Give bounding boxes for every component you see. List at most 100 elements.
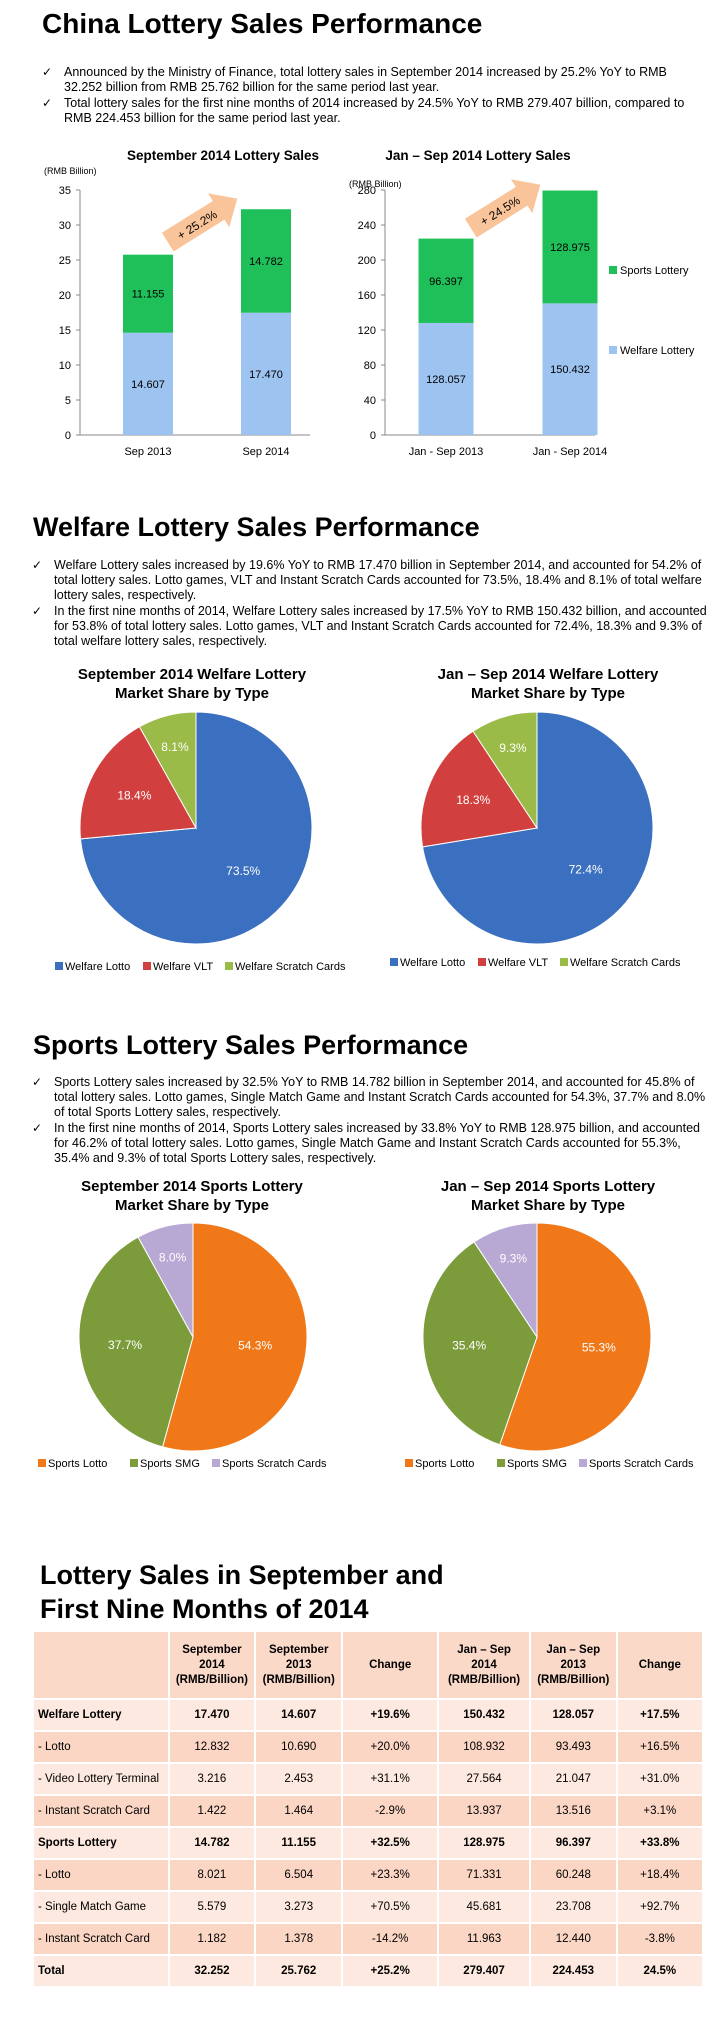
legend-swatch — [579, 1459, 587, 1467]
table-cell: 279.407 — [439, 1956, 529, 1986]
bar-segment — [542, 303, 598, 435]
table-cell: 12.440 — [530, 1924, 616, 1954]
table-cell: +16.5% — [617, 1732, 702, 1762]
table-cell: 128.975 — [439, 1828, 529, 1858]
table-cell: +20.0% — [343, 1732, 438, 1762]
table-cell: 14.782 — [169, 1828, 255, 1858]
chart-title-line: Jan – Sep 2014 Sports Lottery — [440, 1178, 656, 1195]
bullet-item: In the first nine months of 2014, Welfar… — [28, 604, 708, 649]
table-cell: 60.248 — [530, 1860, 616, 1890]
table-row: Welfare Lottery 17.470 14.607 +19.6% 150.432… — [34, 1700, 702, 1730]
y-tick-label: 160 — [358, 290, 376, 302]
table-cell: -14.2% — [343, 1924, 438, 1954]
bullet-item: Total lottery sales for the first nine m… — [38, 96, 698, 126]
data-label: 150.432 — [550, 364, 590, 376]
table-row: - Lotto 12.832 10.690 +20.0% 108.932 93.493 +1… — [34, 1732, 702, 1762]
bullet-item: Welfare Lottery sales increased by 19.6%… — [28, 558, 708, 603]
pie-data-label: 8.0% — [159, 1250, 187, 1264]
table-cell: 96.397 — [530, 1828, 616, 1858]
table-cell: 12.832 — [169, 1732, 255, 1762]
header-line: (RMB/Billion) — [447, 1673, 521, 1686]
legend-label: Sports Scratch Cards — [589, 1458, 694, 1470]
table-cell: 13.937 — [439, 1796, 529, 1826]
legend-swatch — [560, 958, 568, 966]
table-header-cell: Change — [343, 1632, 438, 1698]
chart-title: Jan – Sep 2014 Lottery Sales — [385, 148, 570, 163]
legend-label: Welfare VLT — [488, 957, 548, 969]
bar-segment — [542, 190, 598, 304]
legend-swatch — [212, 1459, 220, 1467]
pie-slice — [473, 1222, 538, 1339]
legend-label: Welfare VLT — [153, 961, 213, 973]
table-cell: 32.252 — [169, 1956, 255, 1986]
y-tick-label: 0 — [370, 430, 376, 442]
table-cell: 14.607 — [256, 1700, 342, 1730]
growth-arrow-shape — [161, 193, 238, 252]
header-line: (RMB/Billion) — [537, 1673, 610, 1686]
table-cell: 150.432 — [439, 1700, 529, 1730]
row-label: - Video Lottery Terminal — [34, 1764, 168, 1794]
table-header-cell — [34, 1632, 168, 1698]
table-row: Total 32.252 25.762 +25.2% 279.407 224.453 24.… — [34, 1956, 702, 1986]
chart-title-welfare-sep: September 2014 Welfare Lottery Market Sh… — [62, 665, 322, 703]
growth-arrow-shape — [464, 179, 541, 238]
legend-swatch — [609, 346, 617, 354]
row-label: Total — [34, 1956, 168, 1986]
data-label: 14.782 — [249, 256, 283, 268]
y-tick-label: 30 — [59, 220, 71, 232]
table-cell: 6.504 — [256, 1860, 342, 1890]
pie-data-label: 73.5% — [226, 864, 260, 878]
table-cell: +18.4% — [617, 1860, 702, 1890]
table-cell: +17.5% — [617, 1700, 702, 1730]
table-header-cell: Change — [617, 1632, 702, 1698]
table-body: Welfare Lottery 17.470 14.607 +19.6% 150.432… — [34, 1700, 702, 1986]
pie-data-label: 72.4% — [569, 862, 603, 876]
row-label: - Instant Scratch Card — [34, 1796, 168, 1826]
table-cell: +31.1% — [343, 1764, 438, 1794]
pie-slice — [472, 711, 538, 830]
table-header-cell: September 2014 (RMB/Billion) — [169, 1632, 255, 1698]
row-label: - Instant Scratch Card — [34, 1924, 168, 1954]
header-line: Change — [369, 1658, 412, 1671]
pie-slice — [420, 730, 538, 848]
table-cell: 13.516 — [530, 1796, 616, 1826]
bullet-item: Announced by the Ministry of Finance, to… — [38, 65, 698, 95]
section-title-china-lottery: China Lottery Sales Performance — [42, 8, 483, 39]
header-line: September — [268, 1643, 329, 1656]
table-cell: 10.690 — [256, 1732, 342, 1762]
table-cell: +23.3% — [343, 1860, 438, 1890]
legend-label: Sports Scratch Cards — [222, 1458, 327, 1470]
table-row: - Single Match Game 5.579 3.273 +70.5% 45.68… — [34, 1892, 702, 1922]
y-tick-label: 80 — [364, 360, 376, 372]
header-line: Change — [638, 1658, 681, 1671]
growth-arrow: + 24.5% — [464, 179, 541, 238]
pie-data-label: 37.7% — [108, 1338, 142, 1352]
table-cell: +70.5% — [343, 1892, 438, 1922]
table-cell: 21.047 — [530, 1764, 616, 1794]
table-cell: 1.182 — [169, 1924, 255, 1954]
legend-swatch — [609, 266, 617, 274]
chart-title: September 2014 Lottery Sales — [127, 148, 319, 163]
pie-slice — [421, 711, 654, 945]
chart-title-line: Market Share by Type — [471, 1197, 625, 1214]
table-cell: 27.564 — [439, 1764, 529, 1794]
y-tick-label: 120 — [358, 325, 376, 337]
data-label: 96.397 — [429, 276, 463, 288]
y-tick-label: 240 — [358, 220, 376, 232]
table-cell: 11.963 — [439, 1924, 529, 1954]
row-label: - Lotto — [34, 1732, 168, 1762]
header-line: 2014 — [471, 1658, 497, 1671]
header-line: 2014 — [199, 1658, 225, 1671]
table-cell: 11.155 — [256, 1828, 342, 1858]
table-cell: 93.493 — [530, 1732, 616, 1762]
y-tick-label: 25 — [59, 255, 71, 267]
header-line: 2013 — [285, 1658, 312, 1671]
table-cell: +3.1% — [617, 1796, 702, 1826]
table-row: - Video Lottery Terminal 3.216 2.453 +31.1%… — [34, 1764, 702, 1794]
data-label: 128.975 — [550, 242, 590, 254]
chart-title-sports-sep: September 2014 Sports Lottery Market Sha… — [62, 1177, 322, 1215]
chart-title-line: Market Share by Type — [471, 685, 625, 702]
data-label: 128.057 — [426, 374, 466, 386]
table-cell: +33.8% — [617, 1828, 702, 1858]
bar-segment — [123, 332, 173, 435]
